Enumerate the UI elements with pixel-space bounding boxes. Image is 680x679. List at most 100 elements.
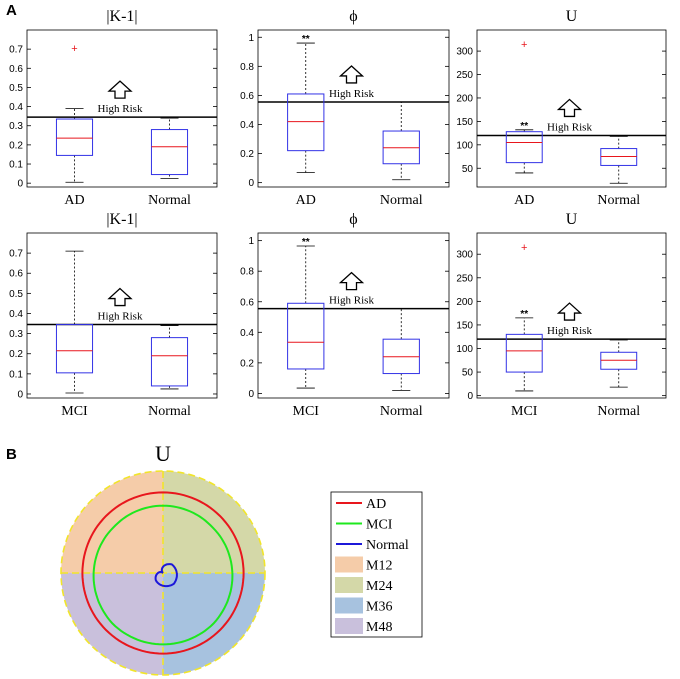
y-tick-label: 150 bbox=[456, 320, 473, 331]
y-tick-label: 0.2 bbox=[9, 349, 23, 360]
boxplot-panel: U 0 50 100 150 200 250 300 MCI Normal High Risk + ** bbox=[456, 211, 667, 419]
y-tick-label: 0 bbox=[248, 178, 254, 189]
legend-label-m12: M12 bbox=[366, 559, 392, 574]
box-mci: ** bbox=[287, 237, 325, 389]
high-risk-label: High Risk bbox=[98, 311, 143, 323]
panel-label-b: B bbox=[6, 446, 17, 463]
x-tick-label: Normal bbox=[380, 404, 423, 419]
y-tick-label: 0.3 bbox=[9, 329, 23, 340]
legend-swatch-m24 bbox=[335, 577, 363, 593]
y-tick-label: 0.6 bbox=[240, 297, 254, 308]
box-mci bbox=[55, 250, 94, 394]
y-tick-label: 0 bbox=[17, 389, 23, 400]
boxplot-panel: U 50 100 150 200 250 300 AD Normal High Risk + ** bbox=[456, 8, 667, 208]
y-tick-label: 0.2 bbox=[9, 140, 23, 151]
box-ad: + bbox=[55, 43, 94, 183]
y-tick-label: 250 bbox=[456, 273, 473, 284]
up-arrow-icon bbox=[107, 287, 133, 307]
x-tick-label: MCI bbox=[61, 404, 88, 419]
polar-legend: AD MCI Normal M12 M24 M36 M48 bbox=[330, 491, 423, 638]
y-tick-label: 0.2 bbox=[240, 149, 254, 160]
x-tick-label: Normal bbox=[597, 404, 640, 419]
x-tick-label: Normal bbox=[148, 404, 191, 419]
plot-frame bbox=[26, 232, 218, 399]
series-normal bbox=[154, 563, 178, 588]
boxplot-grid: |K-1| 0 0.1 0.2 0.3 0.4 0.5 0.6 0.7 AD Normal High … bbox=[9, 8, 667, 419]
box-iqr bbox=[55, 118, 94, 156]
y-tick-label: 1 bbox=[248, 236, 254, 247]
x-tick-label: Normal bbox=[148, 193, 191, 208]
box-mci: + ** bbox=[505, 242, 543, 392]
box-ad: + ** bbox=[505, 39, 543, 174]
legend-label-mci: MCI bbox=[366, 518, 393, 533]
outlier-marker: + bbox=[71, 43, 77, 55]
polar-title: U bbox=[155, 441, 171, 466]
high-risk-label: High Risk bbox=[329, 88, 374, 100]
y-tick-label: 0.4 bbox=[240, 120, 254, 131]
y-tick-label: 0.3 bbox=[9, 121, 23, 132]
y-tick-label: 0 bbox=[17, 179, 23, 190]
legend-label-normal: Normal bbox=[366, 538, 409, 553]
up-arrow-icon bbox=[556, 98, 583, 118]
y-tick-label: 100 bbox=[456, 140, 473, 151]
plot-frame bbox=[257, 232, 450, 399]
chart-title: U bbox=[566, 211, 578, 228]
boxplot-panel: ϕ 0 0.2 0.4 0.6 0.8 1 MCI Normal High Risk ** bbox=[240, 211, 450, 419]
y-tick-label: 100 bbox=[456, 344, 473, 355]
polar-chart: U bbox=[60, 441, 266, 676]
box-iqr bbox=[55, 324, 94, 374]
up-arrow-icon bbox=[556, 302, 583, 321]
y-tick-label: 0.5 bbox=[9, 289, 23, 300]
box-normal bbox=[382, 101, 420, 181]
box-iqr bbox=[287, 302, 325, 370]
chart-title: ϕ bbox=[349, 211, 357, 228]
outlier-marker: + bbox=[521, 242, 527, 254]
box-iqr bbox=[505, 333, 543, 373]
chart-title: |K-1| bbox=[106, 8, 137, 25]
box-iqr bbox=[150, 337, 189, 387]
y-tick-label: 150 bbox=[456, 117, 473, 128]
y-tick-label: 0 bbox=[248, 389, 254, 400]
y-tick-label: 0.5 bbox=[9, 83, 23, 94]
outlier-marker: + bbox=[521, 39, 527, 51]
x-tick-label: MCI bbox=[293, 404, 320, 419]
y-tick-label: 0.4 bbox=[240, 328, 254, 339]
quadrant-m24 bbox=[163, 471, 265, 573]
up-arrow-icon bbox=[338, 65, 365, 84]
box-normal bbox=[382, 308, 420, 391]
legend-swatch-m48 bbox=[335, 618, 363, 634]
box-iqr bbox=[505, 131, 543, 164]
y-tick-label: 300 bbox=[456, 250, 473, 261]
legend-label-m48: M48 bbox=[366, 620, 392, 635]
chart-title: ϕ bbox=[349, 8, 357, 25]
significance-marker: ** bbox=[302, 34, 310, 45]
y-tick-label: 0.4 bbox=[9, 309, 23, 320]
boxplot-panel: |K-1| 0 0.1 0.2 0.3 0.4 0.5 0.6 0.7 AD Normal High … bbox=[9, 8, 218, 208]
y-tick-label: 0.7 bbox=[9, 249, 23, 260]
y-tick-label: 200 bbox=[456, 93, 473, 104]
series-ad bbox=[81, 491, 245, 655]
high-risk-label: High Risk bbox=[547, 121, 592, 133]
plot-frame bbox=[26, 29, 218, 188]
legend-label-m36: M36 bbox=[366, 600, 392, 615]
quadrant-m12 bbox=[61, 471, 163, 573]
x-tick-label: MCI bbox=[511, 404, 538, 419]
y-tick-label: 0.1 bbox=[9, 369, 23, 380]
series-mci bbox=[92, 504, 234, 646]
x-tick-label: AD bbox=[514, 193, 534, 208]
significance-marker: ** bbox=[520, 121, 528, 132]
high-risk-label: High Risk bbox=[329, 295, 374, 307]
high-risk-label: High Risk bbox=[547, 325, 592, 337]
x-tick-label: Normal bbox=[597, 193, 640, 208]
high-risk-label: High Risk bbox=[98, 103, 143, 115]
y-tick-label: 50 bbox=[462, 368, 474, 379]
chart-title: |K-1| bbox=[106, 211, 137, 228]
y-tick-label: 0.7 bbox=[9, 45, 23, 56]
y-tick-label: 0.4 bbox=[9, 102, 23, 113]
legend-label-m24: M24 bbox=[366, 579, 392, 594]
box-normal bbox=[600, 135, 638, 184]
legend-swatch-m36 bbox=[335, 597, 363, 614]
y-tick-label: 0.8 bbox=[240, 62, 254, 73]
x-tick-label: Normal bbox=[380, 193, 423, 208]
box-iqr bbox=[287, 93, 325, 152]
